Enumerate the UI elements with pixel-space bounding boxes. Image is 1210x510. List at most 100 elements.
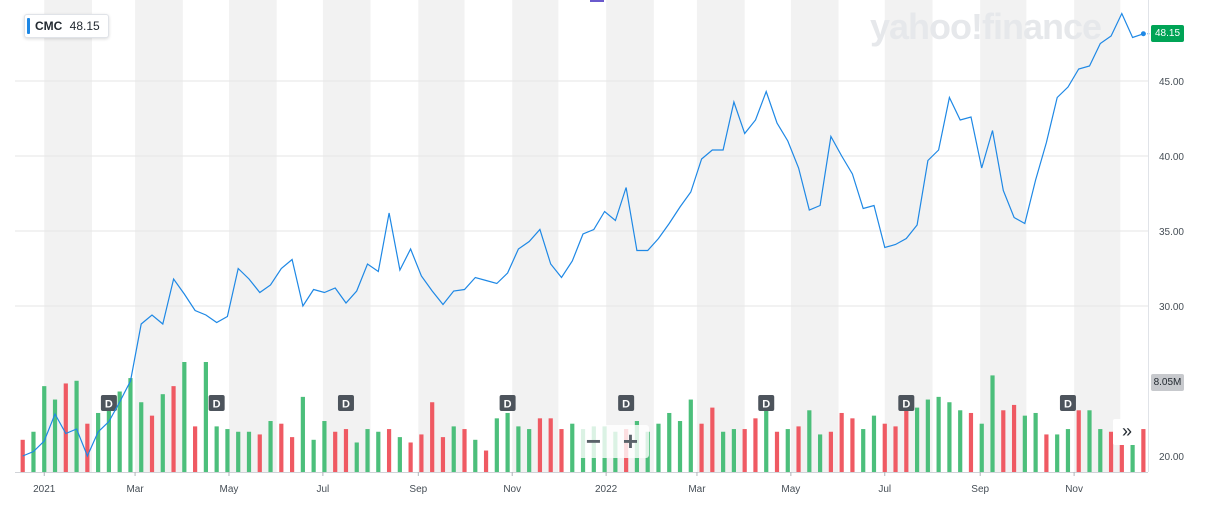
- x-tick-label: Sep: [971, 484, 989, 495]
- month-band: [1074, 0, 1121, 472]
- dividend-marker: [898, 395, 915, 411]
- volume-bar: [1108, 431, 1114, 472]
- volume-bar: [968, 412, 974, 472]
- volume-bar: [1055, 434, 1060, 472]
- volume-bar: [203, 362, 208, 472]
- y-tick-label: 35.00: [1159, 227, 1184, 238]
- x-tick-label: Mar: [688, 484, 706, 495]
- volume-bar: [785, 429, 790, 472]
- volume-bar: [354, 442, 359, 472]
- volume-bar: [279, 423, 284, 472]
- volume-bar: [42, 386, 47, 472]
- volume-bar: [548, 418, 553, 472]
- volume-bar: [1076, 410, 1081, 472]
- volume-bar: [925, 399, 930, 472]
- volume-bar: [990, 375, 995, 472]
- volume-bar: [462, 429, 467, 472]
- x-tick-label: Nov: [503, 484, 521, 495]
- volume-bar: [861, 429, 866, 472]
- volume-bar: [257, 434, 262, 472]
- y-tick-label: 45.00: [1159, 77, 1184, 88]
- x-tick-label: 2021: [33, 484, 56, 495]
- x-tick-label: Jul: [878, 484, 891, 495]
- dividend-marker: [618, 395, 635, 411]
- month-band: [980, 0, 1027, 472]
- volume-bar: [764, 404, 769, 472]
- volume-bar: [1141, 429, 1146, 472]
- volume-bar: [796, 426, 801, 472]
- volume-bar: [1087, 410, 1092, 472]
- volume-bar: [516, 426, 521, 472]
- volume-bar: [742, 429, 747, 472]
- volume-bar: [1119, 431, 1124, 472]
- volume-bar: [128, 378, 133, 472]
- volume-bar: [289, 437, 295, 472]
- volume-bar: [850, 418, 855, 472]
- volume-bar: [570, 423, 575, 472]
- volume-bar: [688, 399, 693, 472]
- dividend-marker: [1059, 395, 1076, 411]
- x-tick-label: Nov: [1065, 484, 1083, 495]
- month-band: [696, 0, 745, 472]
- x-tick-label: Sep: [409, 484, 427, 495]
- volume-bar: [893, 426, 898, 472]
- volume-bar: [656, 423, 661, 472]
- volume-bar: [1065, 429, 1071, 472]
- y-tick-label: 30.00: [1159, 302, 1184, 313]
- volume-bar: [430, 402, 435, 472]
- zoom-out-button[interactable]: −: [585, 426, 602, 456]
- volume-bar: [774, 431, 780, 472]
- range-marker: [590, 0, 604, 2]
- volume-bar: [117, 391, 122, 472]
- volume-bar: [807, 410, 812, 472]
- volume-bar: [333, 431, 338, 472]
- volume-bar: [828, 431, 833, 472]
- month-band: [606, 0, 654, 472]
- volume-bar: [85, 423, 90, 472]
- price-line: [22, 12, 1144, 458]
- x-tick-label: May: [781, 484, 800, 495]
- scroll-right-button[interactable]: »: [1113, 419, 1141, 445]
- dividend-label: D: [504, 399, 512, 411]
- volume-bar: [300, 396, 305, 472]
- volume-bar: [408, 442, 413, 472]
- volume-bar: [160, 394, 165, 472]
- zoom-controls: − +: [575, 425, 649, 458]
- y-tick-label: 20.00: [1159, 452, 1184, 463]
- month-band: [322, 0, 371, 472]
- volume-bar: [268, 421, 273, 472]
- volume-bar: [1001, 410, 1006, 472]
- last-volume-tag: 8.05M: [1151, 374, 1184, 391]
- volume-bar: [214, 426, 219, 472]
- volume-bar: [731, 429, 737, 472]
- volume-bar: [904, 402, 909, 472]
- volume-bar: [537, 418, 543, 472]
- series-swatch: [27, 18, 30, 34]
- volume-bar: [667, 412, 672, 472]
- zoom-in-button[interactable]: +: [622, 426, 639, 456]
- volume-bar: [936, 396, 941, 472]
- volume-bar: [710, 407, 715, 472]
- volume-bar: [559, 429, 564, 472]
- volume-bar: [451, 426, 456, 472]
- volume-bar: [483, 450, 489, 472]
- volume-bar: [397, 437, 402, 472]
- volume-bar: [1033, 412, 1038, 472]
- x-tick-label: Mar: [126, 484, 144, 495]
- volume-bar: [1011, 404, 1017, 472]
- volume-bar: [149, 415, 155, 472]
- dividend-label: D: [1064, 399, 1072, 411]
- ticker-last-value: 48.15: [69, 19, 100, 33]
- volume-bar: [376, 431, 381, 472]
- volume-bar: [871, 415, 877, 472]
- volume-bar: [96, 412, 101, 472]
- dividend-label: D: [213, 399, 221, 411]
- volume-bar: [193, 426, 198, 472]
- volume-bar: [74, 380, 79, 472]
- ticker-legend[interactable]: CMC 48.15: [24, 14, 109, 38]
- volume-bar: [1022, 415, 1027, 472]
- dividend-label: D: [105, 399, 113, 411]
- dividend-marker: [100, 395, 117, 411]
- volume-bar: [958, 410, 963, 472]
